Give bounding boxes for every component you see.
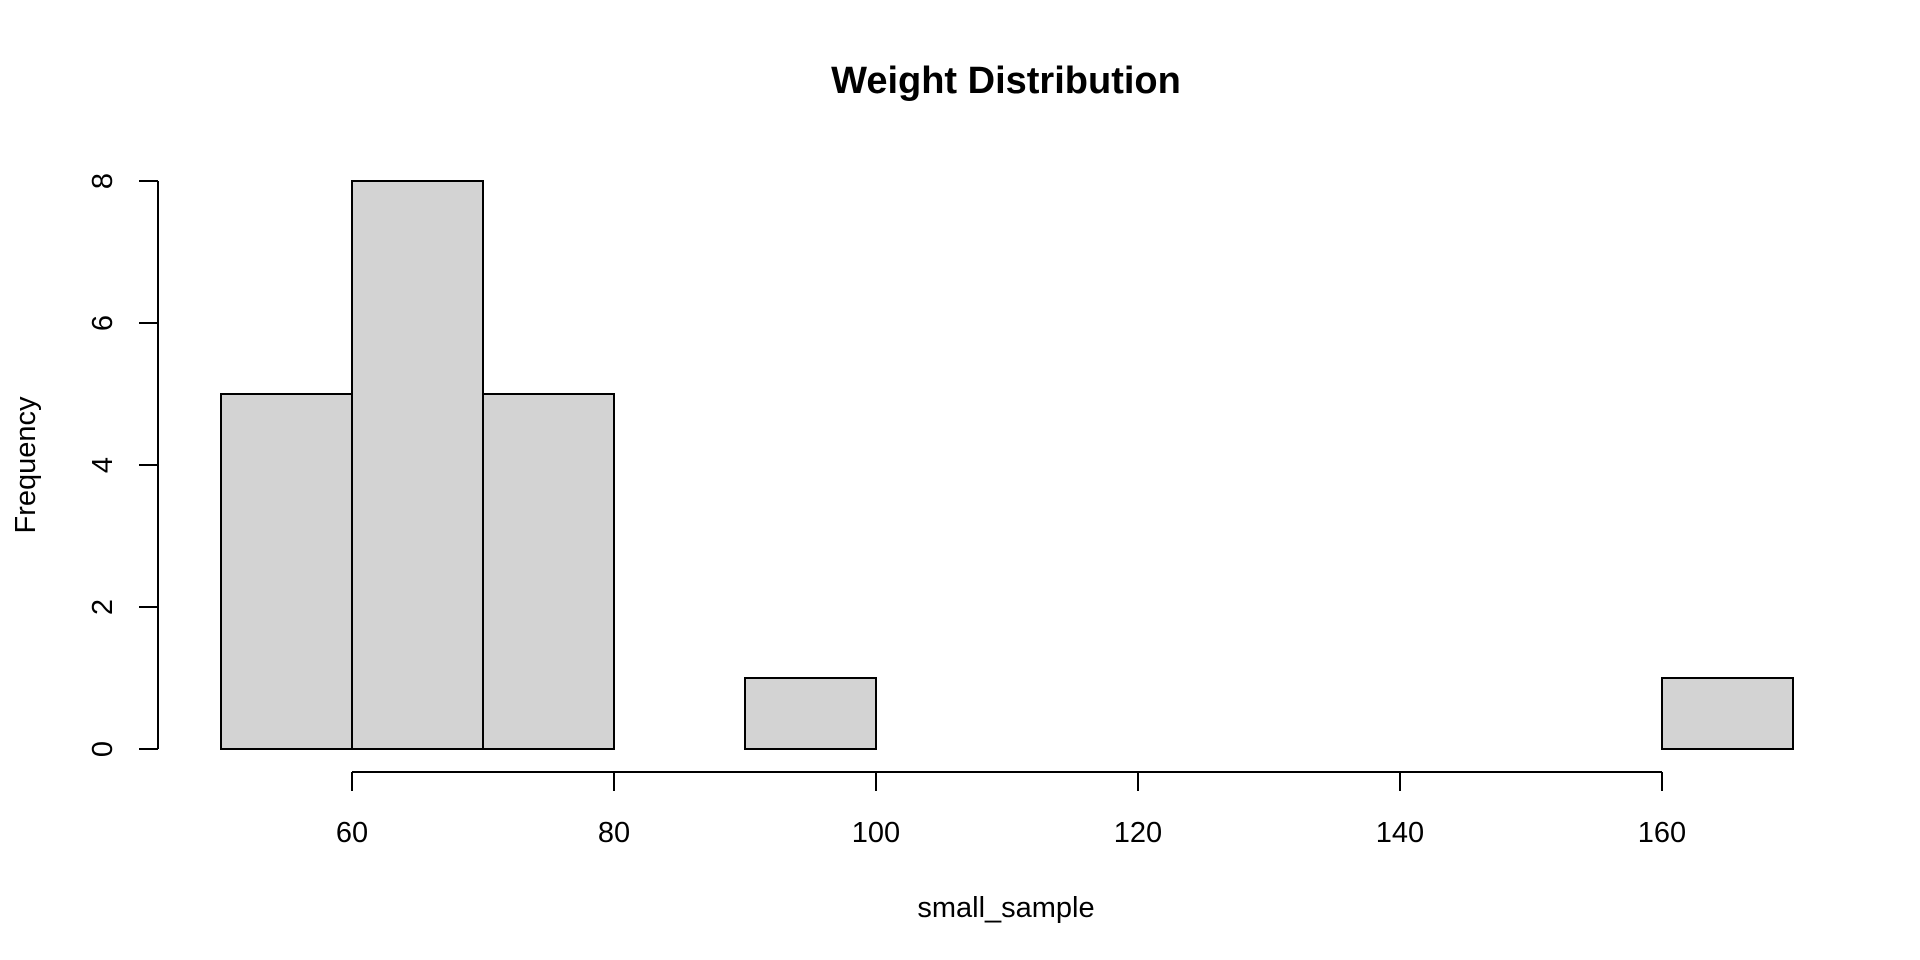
x-axis-label: small_sample bbox=[917, 892, 1094, 924]
x-tick-label-160: 160 bbox=[1638, 817, 1686, 849]
x-tick-label-60: 60 bbox=[336, 817, 368, 849]
x-axis: 60 80 100 120 140 160 bbox=[336, 771, 1686, 849]
histogram-bar-160-170 bbox=[1661, 677, 1794, 750]
x-tick-label-120: 120 bbox=[1114, 817, 1162, 849]
y-axis: 0 2 4 6 8 bbox=[87, 173, 159, 757]
y-tick-label-2: 2 bbox=[87, 599, 119, 615]
histogram-bar-70-80 bbox=[482, 393, 615, 750]
chart-title: Weight Distribution bbox=[831, 60, 1181, 102]
x-tick-label-100: 100 bbox=[852, 817, 900, 849]
y-tick-label-8: 8 bbox=[87, 173, 119, 189]
histogram-bar-90-100 bbox=[744, 677, 877, 750]
histogram-bars bbox=[220, 180, 1794, 750]
y-tick-label-6: 6 bbox=[87, 315, 119, 331]
x-tick-label-140: 140 bbox=[1376, 817, 1424, 849]
histogram-bar-60-70 bbox=[351, 180, 484, 750]
y-tick-label-0: 0 bbox=[87, 741, 119, 757]
histogram-bar-50-60 bbox=[220, 393, 353, 750]
y-axis-label: Frequency bbox=[10, 396, 42, 534]
x-tick-label-80: 80 bbox=[598, 817, 630, 849]
y-tick-label-4: 4 bbox=[87, 457, 119, 473]
